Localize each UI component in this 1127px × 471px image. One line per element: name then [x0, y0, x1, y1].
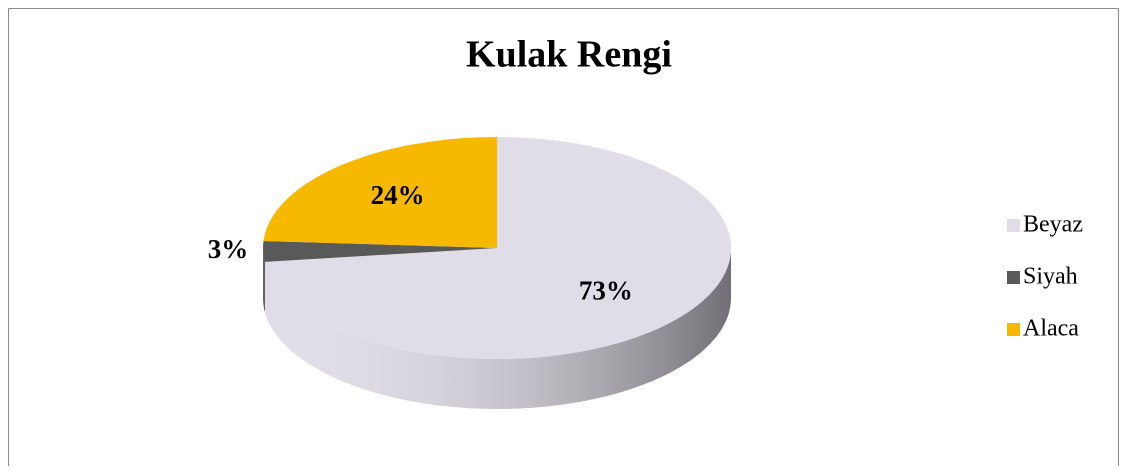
legend-label: Beyaz: [1023, 212, 1083, 238]
chart-title: Kulak Rengi: [466, 34, 672, 76]
pie-slice-side-shade: [264, 248, 731, 409]
legend-swatch: [1007, 219, 1020, 232]
data-label: 73%: [579, 276, 633, 306]
pie-slice-side-shade: [263, 248, 265, 312]
data-label: 3%: [208, 234, 249, 264]
legend-swatch: [1007, 323, 1020, 336]
pie-slice: [264, 137, 731, 359]
pie-slice: [263, 241, 497, 262]
legend-label: Siyah: [1023, 264, 1078, 290]
data-label: 24%: [371, 180, 425, 210]
legend-swatch: [1007, 271, 1020, 284]
pie-slice: [263, 137, 497, 248]
legend-label: Alaca: [1023, 316, 1079, 342]
